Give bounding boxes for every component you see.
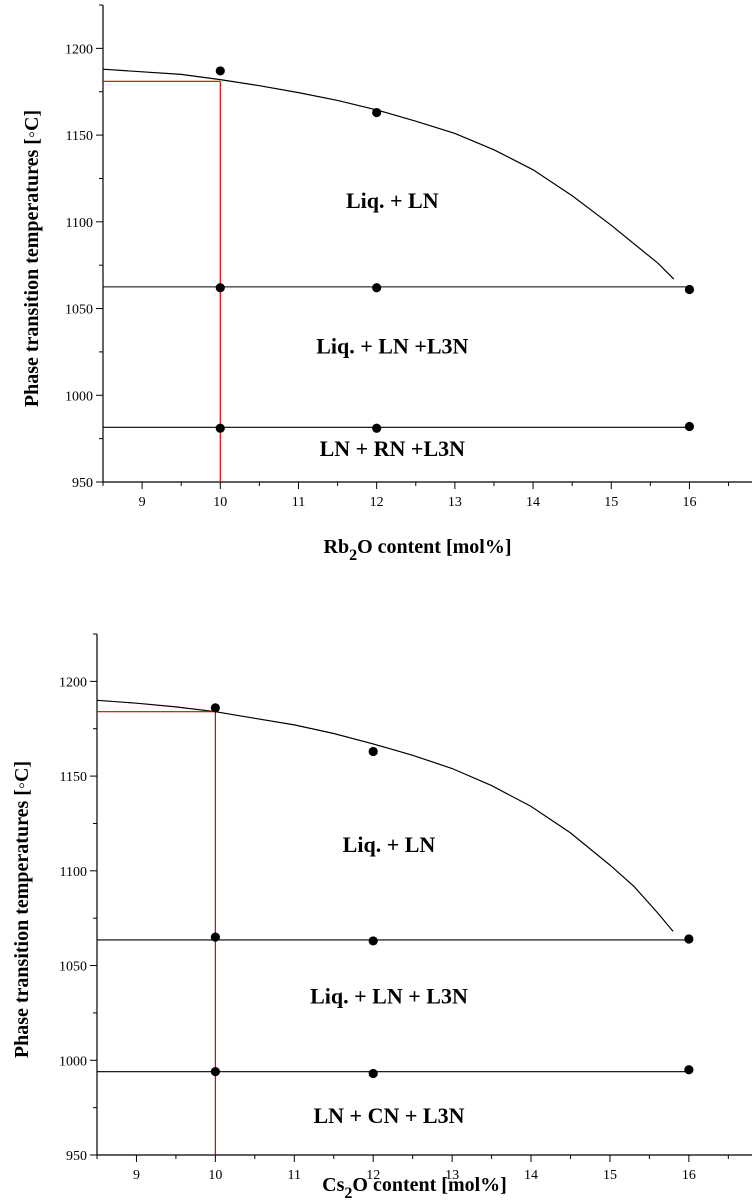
x-axis-title-subscript: 2 [349, 547, 357, 564]
liquidus-curve [102, 68, 675, 280]
y-tick-label: 1100 [60, 865, 87, 880]
x-axis-title: Rb2O content [mol%] [324, 536, 512, 564]
data-point [684, 934, 694, 944]
data-point [684, 284, 695, 295]
region-label: Liq. + LN + L3N [310, 983, 468, 1008]
region-label: LN + CN + L3N [313, 1103, 464, 1128]
region-label: Liq. + LN [346, 188, 439, 213]
x-tick-label: 10 [208, 1168, 222, 1183]
data-point [368, 936, 378, 946]
x-tick-label: 14 [524, 1168, 538, 1183]
x-axis-title-main: Cs [322, 1174, 344, 1196]
x-tick-label: 9 [139, 495, 146, 510]
y-tick-label: 1000 [59, 1054, 87, 1069]
x-tick-label: 11 [292, 495, 305, 510]
y-tick-label: 1000 [65, 389, 93, 404]
x-tick-label: 12 [370, 495, 384, 510]
x-tick-label: 15 [603, 1168, 617, 1183]
data-point [210, 932, 220, 942]
x-axis-title: Cs2O content [mol%] [322, 1174, 507, 1200]
data-point [215, 423, 225, 433]
data-point [684, 1065, 694, 1075]
x-tick-label: 13 [448, 495, 462, 510]
x-tick-label: 16 [682, 1168, 696, 1183]
x-tick-label: 10 [213, 495, 227, 510]
y-tick-label: 1050 [65, 303, 93, 318]
y-tick-label: 1200 [59, 675, 87, 690]
y-axis-title: Phase transition temperatures [◦C] [21, 110, 43, 407]
data-point [210, 1067, 220, 1077]
data-point [372, 283, 382, 293]
y-tick-label: 1150 [60, 770, 87, 785]
y-axis-title: Phase transition temperatures [◦C] [11, 761, 33, 1058]
x-tick-label: 14 [526, 495, 540, 510]
data-point [215, 283, 225, 293]
y-tick-label: 950 [72, 476, 93, 491]
y-tick-label: 1050 [59, 960, 87, 975]
y-tick-label: 1150 [66, 129, 93, 144]
x-tick-label: 15 [604, 495, 618, 510]
x-tick-label: 16 [682, 495, 696, 510]
chart-2: 9 10 11 12 13 14 15 16 950 1000 1050 1100 1150 1200 Li… [11, 633, 752, 1200]
x-tick-label: 13 [445, 1168, 459, 1183]
region-label: Liq. + LN [343, 832, 436, 857]
chart-1: 9 10 11 12 13 14 15 16 950 1000 1050 1100 1150 1200 Li… [21, 4, 752, 564]
data-point [210, 703, 220, 713]
x-tick-label: 11 [288, 1168, 301, 1183]
y-tick-label: 1200 [65, 42, 93, 57]
data-point [372, 423, 382, 433]
x-tick-label: 12 [366, 1168, 380, 1183]
y-tick-label: 1100 [66, 216, 93, 231]
data-point [368, 1068, 378, 1079]
data-point [368, 746, 378, 757]
x-axis-title-subscript: 2 [344, 1185, 352, 1200]
data-point [215, 66, 225, 76]
region-label: LN + RN +L3N [320, 436, 466, 461]
x-axis-title-main: Rb [324, 536, 350, 558]
x-axis-title-rest: O content [mol%] [357, 536, 511, 558]
data-point [372, 107, 382, 118]
liquidus-curve [96, 699, 674, 932]
x-axis-title-rest: O content [mol%] [352, 1174, 506, 1196]
x-tick-label: 9 [133, 1168, 140, 1183]
y-tick-label: 950 [66, 1149, 87, 1164]
data-point [684, 421, 695, 432]
region-label: Liq. + LN +L3N [316, 334, 468, 359]
